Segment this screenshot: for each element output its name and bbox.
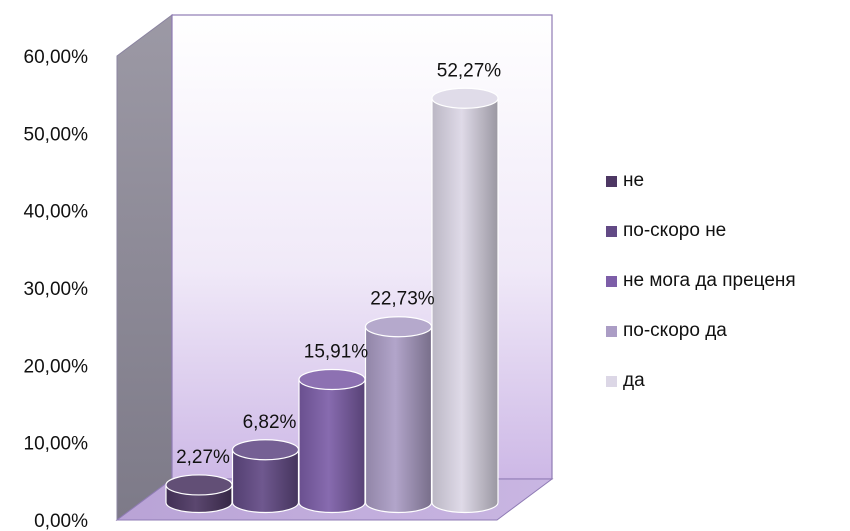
legend-swatch	[606, 325, 617, 337]
bar-3	[298, 368, 366, 514]
legend-label: по-скоро да	[623, 320, 727, 341]
legend-item: не мога да преценя	[606, 256, 796, 306]
data-label: 52,27%	[437, 60, 502, 81]
bar-body	[298, 378, 366, 514]
bar-body	[431, 97, 499, 514]
legend: не по-скоро не не мога да преценя по-скоро …	[606, 156, 796, 406]
y-tick-label: 50,00%	[24, 124, 89, 145]
data-label: 15,91%	[304, 341, 369, 362]
legend-swatch	[606, 275, 617, 287]
side-wall	[116, 14, 173, 521]
bar-top	[431, 87, 499, 109]
bar-4	[364, 316, 433, 514]
y-axis: 0,00% 10,00% 20,00% 30,00% 40,00% 50,00% 60,00…	[24, 47, 89, 531]
y-tick-label: 20,00%	[24, 356, 89, 377]
y-tick-label: 10,00%	[24, 434, 89, 455]
bar-2	[231, 439, 300, 514]
data-label: 6,82%	[243, 412, 297, 433]
legend-swatch	[606, 225, 617, 237]
data-label: 22,73%	[370, 289, 435, 310]
legend-item: по-скоро не	[606, 206, 796, 256]
y-tick-label: 0,00%	[34, 511, 88, 531]
legend-label: по-скоро не	[623, 220, 727, 241]
legend-item: по-скоро да	[606, 306, 796, 356]
bar-top	[364, 316, 433, 338]
bar-top	[165, 474, 233, 496]
data-label: 2,27%	[176, 447, 230, 468]
data-labels: 2,27% 6,82% 15,91% 22,73% 52,27%	[176, 60, 501, 468]
legend-swatch	[606, 375, 617, 387]
legend-label: не	[623, 170, 645, 191]
bar-body	[364, 326, 433, 514]
y-tick-label: 40,00%	[24, 202, 89, 223]
y-tick-label: 30,00%	[24, 279, 89, 300]
legend-item: не	[606, 156, 796, 206]
legend-label: не мога да преценя	[623, 270, 796, 291]
legend-item: да	[606, 356, 796, 406]
legend-label: да	[623, 370, 645, 391]
y-tick-label: 60,00%	[24, 47, 89, 68]
bar-top	[298, 368, 366, 391]
bars	[165, 87, 499, 514]
bar-5	[431, 87, 499, 514]
legend-swatch	[606, 175, 617, 187]
bar-body	[231, 449, 300, 514]
bar-1	[165, 474, 233, 514]
bar-top	[231, 439, 300, 461]
